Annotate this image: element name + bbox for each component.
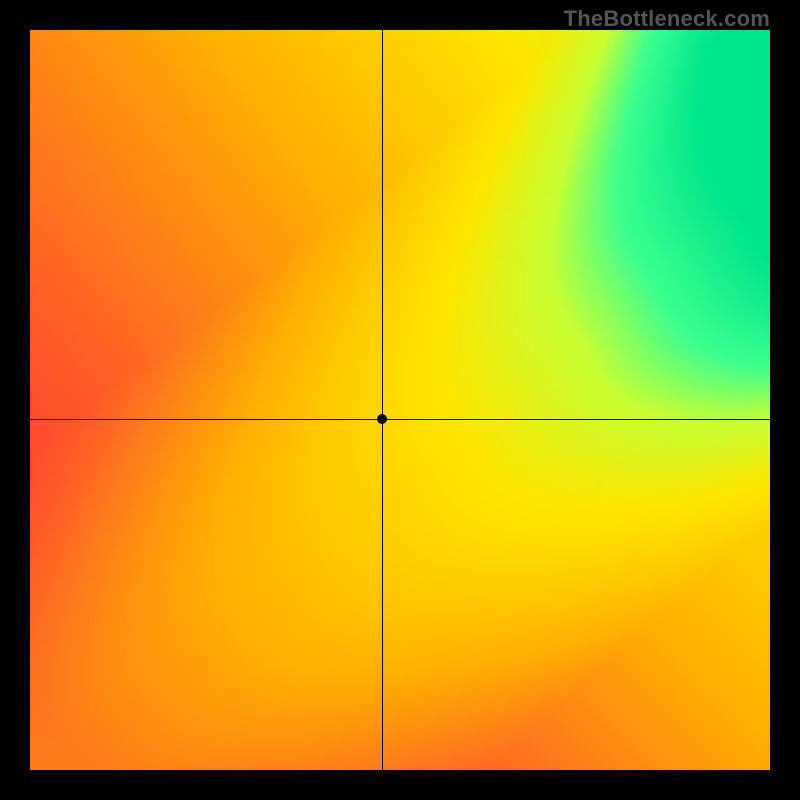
chart-container: TheBottleneck.com bbox=[0, 0, 800, 800]
plot-area bbox=[30, 30, 770, 770]
heatmap-canvas bbox=[30, 30, 770, 770]
watermark-text: TheBottleneck.com bbox=[564, 6, 770, 32]
